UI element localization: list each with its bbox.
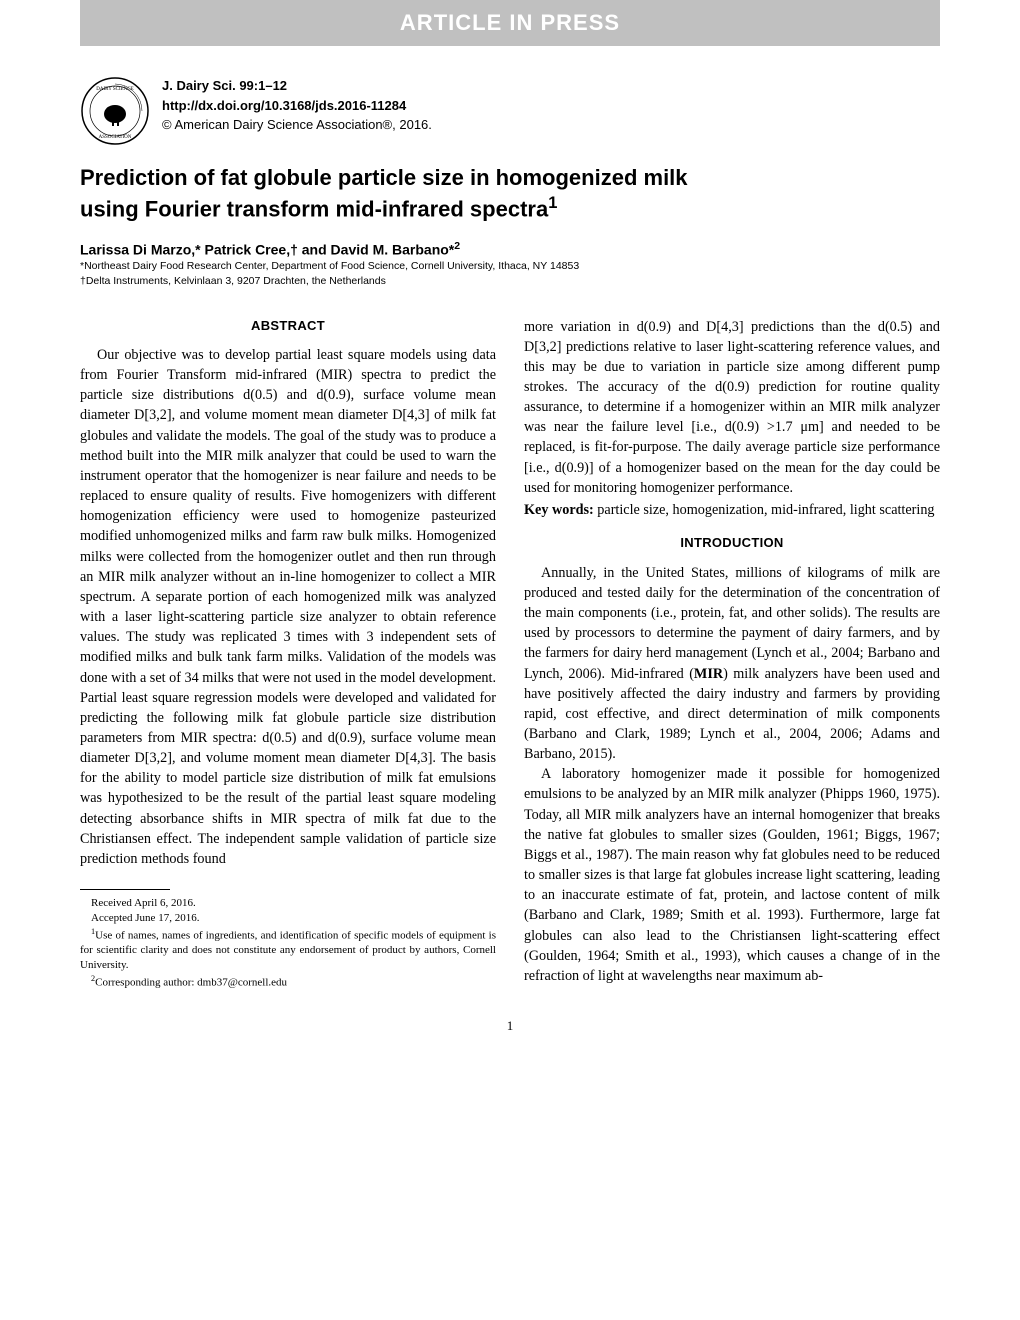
footnote-2: 2Corresponding author: dmb37@cornell.edu bbox=[80, 973, 496, 991]
footnote-accepted: Accepted June 17, 2016. bbox=[80, 911, 496, 926]
left-column: ABSTRACT Our objective was to develop pa… bbox=[80, 317, 496, 991]
footnote-separator bbox=[80, 889, 170, 890]
svg-text:DAIRY SCIENCE: DAIRY SCIENCE bbox=[96, 87, 133, 92]
title-line-2: using Fourier transform mid-infrared spe… bbox=[80, 196, 548, 221]
introduction-heading: INTRODUCTION bbox=[524, 534, 940, 552]
affiliation-2: †Delta Instruments, Kelvinlaan 3, 9207 D… bbox=[80, 274, 940, 289]
authors-line: Larissa Di Marzo,* Patrick Cree,† and Da… bbox=[80, 240, 940, 258]
journal-logo: DAIRY SCIENCE ASSOCIATION bbox=[80, 76, 150, 146]
abstract-heading: ABSTRACT bbox=[80, 317, 496, 335]
title-line-1: Prediction of fat globule particle size … bbox=[80, 165, 688, 190]
keywords-label: Key words: bbox=[524, 502, 594, 518]
footnote-received: Received April 6, 2016. bbox=[80, 896, 496, 911]
svg-text:ASSOCIATION: ASSOCIATION bbox=[99, 135, 132, 140]
keywords-line: Key words: particle size, homogenization… bbox=[524, 500, 940, 520]
title-footnote-marker: 1 bbox=[548, 194, 557, 212]
article-in-press-banner: ARTICLE IN PRESS bbox=[80, 0, 940, 46]
affiliations: *Northeast Dairy Food Research Center, D… bbox=[80, 259, 940, 288]
footnote-1: 1Use of names, names of ingredients, and… bbox=[80, 926, 496, 973]
abstract-paragraph: Our objective was to develop partial lea… bbox=[80, 345, 496, 869]
journal-info: J. Dairy Sci. 99:1–12 http://dx.doi.org/… bbox=[162, 76, 432, 135]
abstract-continuation: more variation in d(0.9) and D[4,3] pred… bbox=[524, 317, 940, 498]
mir-bold: MIR bbox=[694, 666, 723, 682]
journal-citation: J. Dairy Sci. 99:1–12 bbox=[162, 76, 432, 96]
footnotes-block: Received April 6, 2016. Accepted June 17… bbox=[80, 896, 496, 990]
article-title: Prediction of fat globule particle size … bbox=[80, 164, 940, 224]
intro-paragraph-2: A laboratory homogenizer made it possibl… bbox=[524, 764, 940, 986]
affiliation-1: *Northeast Dairy Food Research Center, D… bbox=[80, 259, 940, 274]
keywords-text: particle size, homogenization, mid-infra… bbox=[594, 502, 935, 518]
corresponding-marker: 2 bbox=[454, 240, 460, 252]
header-block: DAIRY SCIENCE ASSOCIATION J. Dairy Sci. … bbox=[80, 76, 940, 146]
journal-doi: http://dx.doi.org/10.3168/jds.2016-11284 bbox=[162, 96, 432, 116]
journal-copyright: © American Dairy Science Association®, 2… bbox=[162, 115, 432, 135]
two-column-body: ABSTRACT Our objective was to develop pa… bbox=[80, 317, 940, 991]
intro-paragraph-1: Annually, in the United States, millions… bbox=[524, 563, 940, 765]
right-column: more variation in d(0.9) and D[4,3] pred… bbox=[524, 317, 940, 991]
page-number: 1 bbox=[80, 1018, 940, 1034]
article-page: ARTICLE IN PRESS DAIRY SCIENCE ASSOCIATI… bbox=[0, 0, 1020, 1074]
